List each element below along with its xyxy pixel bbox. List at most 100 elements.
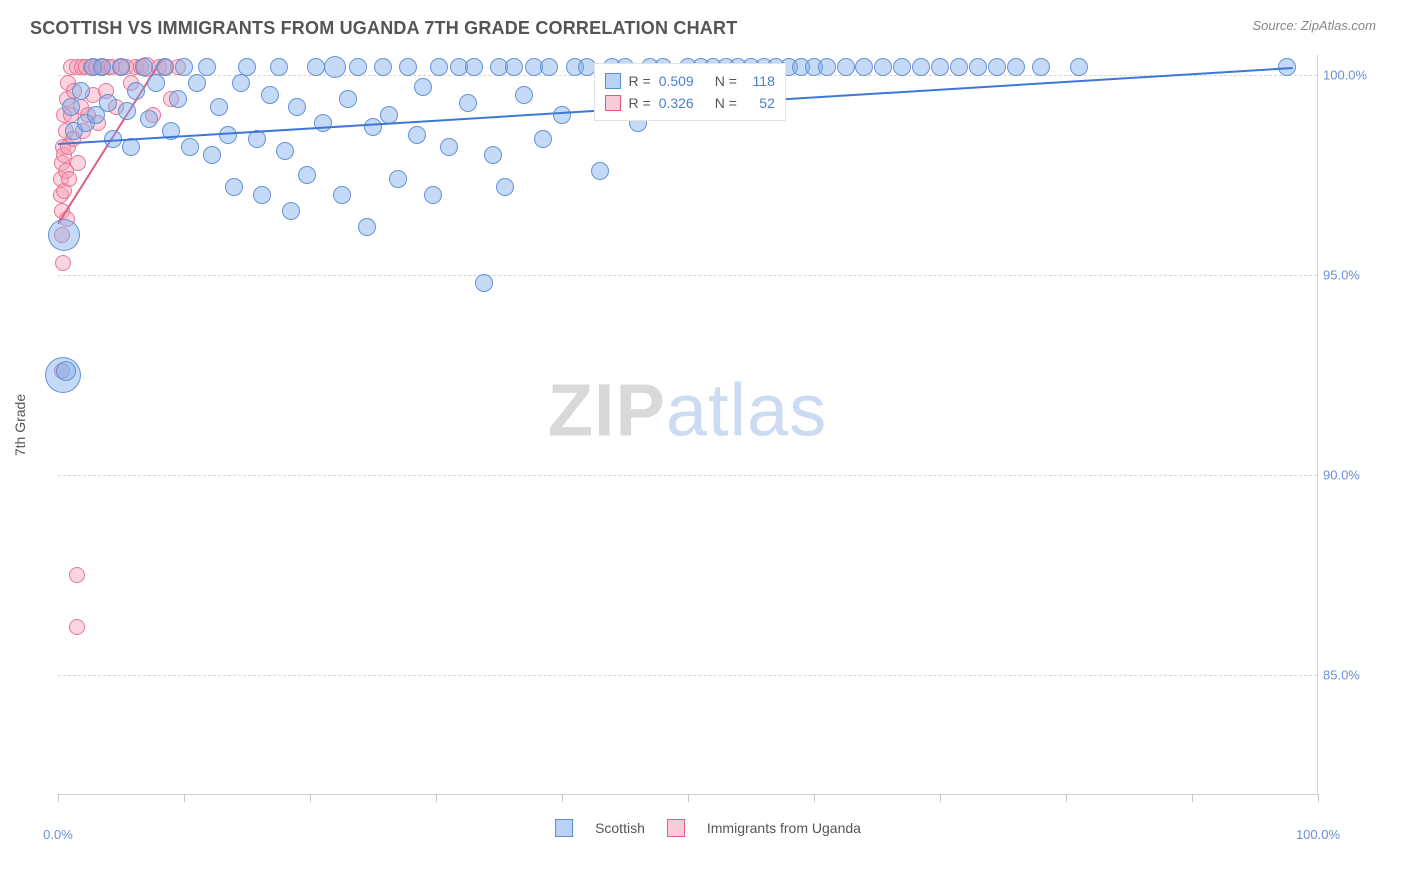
r-value: 0.509: [659, 70, 707, 92]
scatter-point: [459, 94, 477, 112]
scatter-point: [118, 102, 136, 120]
scatter-point: [408, 126, 426, 144]
scatter-point: [276, 142, 294, 160]
scatter-point: [950, 58, 968, 76]
x-tick: [688, 794, 689, 802]
scatter-point: [169, 90, 187, 108]
scatter-point: [156, 58, 174, 76]
n-label: N =: [715, 92, 737, 114]
scatter-point: [70, 155, 86, 171]
x-tick: [184, 794, 185, 802]
scatter-point: [496, 178, 514, 196]
y-tick-label: 90.0%: [1323, 468, 1375, 483]
scatter-point: [505, 58, 523, 76]
scatter-point: [534, 130, 552, 148]
scatter-point: [855, 58, 873, 76]
x-tick: [940, 794, 941, 802]
bottom-legend: ScottishImmigrants from Uganda: [555, 819, 861, 837]
source-prefix: Source:: [1252, 18, 1300, 33]
scatter-point: [203, 146, 221, 164]
r-label: R =: [629, 92, 651, 114]
y-tick-label: 95.0%: [1323, 268, 1375, 283]
r-value: 0.326: [659, 92, 707, 114]
scatter-point: [553, 106, 571, 124]
source-attribution: Source: ZipAtlas.com: [1252, 18, 1376, 33]
scatter-point: [540, 58, 558, 76]
scatter-point: [358, 218, 376, 236]
scatter-point: [364, 118, 382, 136]
x-tick: [814, 794, 815, 802]
scatter-point: [48, 219, 80, 251]
legend-swatch: [555, 819, 573, 837]
x-tick-label: 100.0%: [1296, 827, 1340, 842]
scatter-point: [198, 58, 216, 76]
x-tick: [58, 794, 59, 802]
scatter-point: [374, 58, 392, 76]
scatter-point: [1070, 58, 1088, 76]
chart-title: SCOTTISH VS IMMIGRANTS FROM UGANDA 7TH G…: [30, 18, 737, 39]
scatter-point: [69, 619, 85, 635]
scatter-point: [893, 58, 911, 76]
legend-swatch: [605, 73, 621, 89]
x-tick: [310, 794, 311, 802]
scatter-point: [414, 78, 432, 96]
scatter-point: [515, 86, 533, 104]
scatter-point: [225, 178, 243, 196]
x-tick: [562, 794, 563, 802]
scatter-point: [912, 58, 930, 76]
scatter-point: [282, 202, 300, 220]
scatter-point: [818, 58, 836, 76]
scatter-point: [69, 567, 85, 583]
scatter-point: [72, 82, 90, 100]
scatter-point: [62, 98, 80, 116]
scatter-point: [389, 170, 407, 188]
source-link[interactable]: ZipAtlas.com: [1301, 18, 1376, 33]
x-tick-label: 0.0%: [43, 827, 73, 842]
stats-row: R = 0.326 N = 52: [605, 92, 775, 114]
n-value: 118: [745, 70, 775, 92]
r-label: R =: [629, 70, 651, 92]
scatter-point: [232, 74, 250, 92]
scatter-point: [591, 162, 609, 180]
scatter-point: [399, 58, 417, 76]
scatter-point: [253, 186, 271, 204]
scatter-point: [484, 146, 502, 164]
scatter-point: [270, 58, 288, 76]
y-tick-label: 85.0%: [1323, 668, 1375, 683]
scatter-point: [969, 58, 987, 76]
y-tick-label: 100.0%: [1323, 68, 1375, 83]
scatter-point: [175, 58, 193, 76]
scatter-point: [238, 58, 256, 76]
x-tick: [436, 794, 437, 802]
n-value: 52: [745, 92, 775, 114]
scatter-point: [988, 58, 1006, 76]
scatter-point: [140, 110, 158, 128]
scatter-point: [61, 171, 77, 187]
legend-swatch: [667, 819, 685, 837]
scatter-point: [127, 82, 145, 100]
scatter-point: [147, 74, 165, 92]
scatter-point: [1032, 58, 1050, 76]
scatter-point: [56, 361, 76, 381]
legend-label: Immigrants from Uganda: [707, 820, 861, 836]
chart-container: 7th Grade ZIPatlas 85.0%90.0%95.0%100.0%…: [48, 55, 1368, 795]
scatter-point: [307, 58, 325, 76]
scatter-point: [219, 126, 237, 144]
scatter-point: [465, 58, 483, 76]
scatter-point: [261, 86, 279, 104]
x-tick: [1318, 794, 1319, 802]
stats-row: R =0.509N =118: [605, 70, 775, 92]
scatter-point: [288, 98, 306, 116]
scatter-point: [931, 58, 949, 76]
x-tick: [1192, 794, 1193, 802]
scatter-point: [339, 90, 357, 108]
scatter-point: [181, 138, 199, 156]
scatter-point: [837, 58, 855, 76]
legend-swatch: [605, 95, 621, 111]
gridline-h: [58, 675, 1317, 676]
gridline-h: [58, 275, 1317, 276]
watermark: ZIPatlas: [548, 367, 827, 452]
scatter-point: [188, 74, 206, 92]
x-tick: [1066, 794, 1067, 802]
scatter-point: [324, 56, 346, 78]
